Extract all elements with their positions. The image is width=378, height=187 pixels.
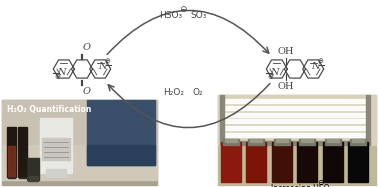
Bar (327, 139, 339, 142)
Bar (2, 145, 157, 180)
Bar (223, 119, 366, 123)
Bar (250, 139, 262, 142)
Bar (276, 139, 288, 142)
Bar (42, 138, 70, 160)
Text: H₂O₂ Quantification: H₂O₂ Quantification (7, 105, 91, 114)
Text: N: N (311, 62, 319, 70)
Bar (2, 100, 157, 185)
Text: ⊕: ⊕ (267, 74, 273, 80)
Bar (8, 146, 15, 176)
Text: N: N (98, 62, 107, 70)
Text: OH: OH (278, 82, 294, 91)
Text: ⊕: ⊕ (317, 58, 323, 64)
Bar (274, 139, 290, 145)
Bar (223, 99, 366, 103)
Bar (18, 127, 27, 177)
Text: ⊖: ⊖ (317, 178, 323, 187)
Bar (218, 95, 376, 145)
Text: ⊖: ⊖ (179, 4, 186, 13)
Bar (87, 145, 155, 165)
Bar (2, 100, 157, 150)
Bar (220, 95, 224, 141)
Text: N: N (57, 68, 66, 76)
Bar (218, 95, 376, 185)
Bar (19, 172, 26, 178)
Bar (246, 142, 266, 182)
Bar (322, 142, 342, 182)
Bar (223, 133, 366, 137)
Bar (350, 139, 366, 145)
Bar (325, 139, 341, 145)
Bar (297, 142, 317, 182)
Bar (221, 142, 241, 182)
Bar (223, 126, 366, 130)
Text: ⊕: ⊕ (104, 58, 110, 64)
Bar (7, 127, 16, 177)
Bar (366, 95, 370, 141)
Bar (27, 158, 39, 180)
Bar (220, 141, 370, 145)
Bar (248, 139, 264, 145)
Text: N: N (271, 68, 279, 76)
Text: ⊕: ⊕ (54, 74, 60, 80)
Bar (28, 176, 38, 181)
Bar (223, 139, 239, 145)
Bar (223, 106, 366, 110)
Text: OH: OH (278, 47, 294, 56)
Bar (87, 100, 155, 165)
Text: O: O (83, 42, 91, 51)
Bar (299, 139, 315, 145)
Text: H₂O₂: H₂O₂ (164, 88, 184, 96)
Bar (348, 142, 368, 182)
Text: O: O (83, 87, 91, 96)
Bar (19, 146, 26, 176)
Bar (301, 139, 313, 142)
Text: SO₃: SO₃ (191, 10, 207, 19)
Bar (8, 172, 15, 178)
Text: HSO₃: HSO₃ (160, 10, 183, 19)
Bar (225, 139, 237, 142)
Text: O₂: O₂ (192, 88, 203, 96)
Bar (46, 169, 66, 177)
Text: Increasing HSO₃: Increasing HSO₃ (271, 184, 333, 187)
Bar (352, 139, 364, 142)
Bar (272, 142, 292, 182)
Bar (223, 113, 366, 117)
Bar (40, 118, 72, 173)
